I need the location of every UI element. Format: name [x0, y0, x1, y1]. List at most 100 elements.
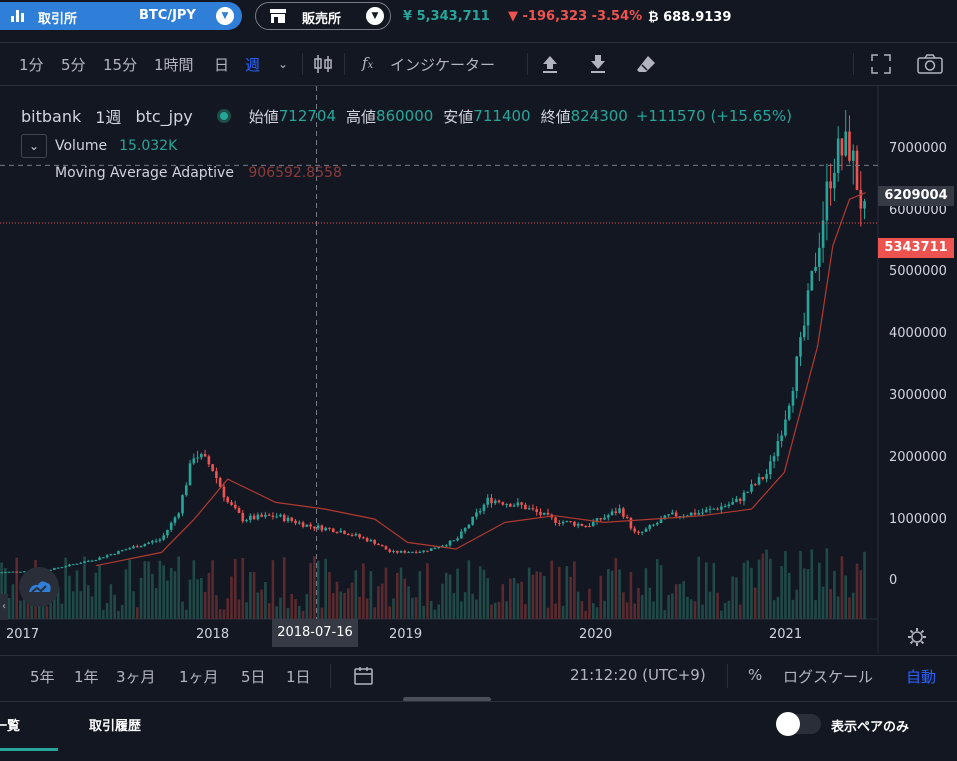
volume-bar: [844, 575, 848, 619]
tradingview-logo-icon[interactable]: [19, 567, 59, 607]
volume-bar: [799, 551, 802, 619]
volume-bar: [429, 600, 433, 619]
candle: [264, 511, 267, 519]
range-1d[interactable]: 1日: [286, 668, 311, 686]
chevron-down-icon[interactable]: ⌄: [21, 134, 47, 158]
range-1y[interactable]: 1年: [74, 668, 99, 686]
volume-bar: [346, 588, 350, 619]
candle: [520, 501, 523, 509]
interval-day[interactable]: 日: [214, 56, 230, 74]
range-5d[interactable]: 5日: [241, 668, 266, 686]
chevron-down-icon[interactable]: ▼: [216, 7, 234, 25]
camera-icon[interactable]: [917, 53, 943, 75]
candle: [158, 537, 162, 543]
interval-1h[interactable]: 1時間: [154, 56, 194, 74]
volume-bar: [56, 586, 60, 619]
volume-bar: [674, 584, 678, 619]
volume-bar: [256, 592, 260, 619]
volume-bar: [667, 594, 670, 619]
candle: [90, 559, 94, 562]
price-tick: 3000000: [889, 388, 947, 403]
volume-bar: [365, 598, 369, 619]
display-pair-toggle[interactable]: [776, 712, 821, 736]
exchange-selector[interactable]: 取引所 BTC/JPY ▼: [0, 2, 242, 30]
volume-bar: [53, 583, 56, 619]
upload-icon[interactable]: [539, 53, 561, 75]
toggle-knob: [776, 712, 800, 736]
volume-bar: [147, 561, 150, 619]
interval-1m[interactable]: 1分: [19, 56, 44, 74]
candle: [591, 518, 595, 527]
interval-week[interactable]: 週: [245, 56, 261, 74]
volume-bar: [162, 565, 165, 619]
volume-bar: [79, 591, 83, 619]
candle: [113, 553, 116, 556]
volume-bar: [448, 574, 452, 619]
candle: [757, 473, 761, 486]
volume-bar: [471, 593, 474, 619]
volume-bar: [426, 563, 429, 619]
volume-bar: [45, 606, 49, 619]
candle: [346, 533, 350, 536]
candles-icon[interactable]: [312, 53, 334, 75]
candle: [818, 232, 821, 282]
auto-scale-toggle[interactable]: 自動: [906, 668, 937, 686]
eraser-icon[interactable]: [635, 53, 657, 75]
volume-bar: [731, 576, 734, 619]
volume-bar: [282, 557, 286, 619]
tab-list[interactable]: 一覧: [0, 719, 21, 734]
divider: [727, 664, 728, 688]
candle: [554, 516, 557, 526]
calendar-icon[interactable]: [353, 666, 375, 686]
range-3m[interactable]: 3ヶ月: [116, 668, 156, 686]
price-chart[interactable]: bitbank 1週 btc_jpy 始値 712704 高値 860000 安値 7…: [0, 86, 957, 653]
candle: [71, 564, 75, 566]
candle: [377, 543, 380, 546]
tab-trade-history[interactable]: 取引履歴: [89, 719, 142, 734]
candle: [761, 476, 765, 481]
volume-bar: [19, 600, 22, 619]
candle: [60, 566, 64, 569]
candle: [422, 550, 425, 554]
price-tick: 2000000: [889, 450, 947, 465]
candle: [463, 527, 467, 534]
volume-bar: [301, 610, 305, 619]
log-scale-toggle[interactable]: ログスケール: [783, 668, 874, 686]
candle: [7, 571, 11, 573]
volume-bar: [286, 608, 290, 619]
chevron-down-icon[interactable]: ▼: [366, 7, 384, 25]
fx-icon[interactable]: fx: [362, 54, 374, 72]
volume-bar: [90, 596, 94, 619]
store-selector[interactable]: 販売所 ▼: [255, 2, 391, 30]
candle: [799, 331, 802, 367]
gear-icon[interactable]: [907, 627, 927, 647]
resize-handle[interactable]: [403, 697, 491, 702]
chevron-left-icon[interactable]: ‹: [0, 594, 8, 620]
candle: [584, 525, 587, 528]
interval-5m[interactable]: 5分: [61, 56, 86, 74]
candle: [320, 524, 324, 533]
candle: [286, 515, 290, 523]
candle: [426, 550, 429, 553]
volume-bar: [840, 556, 844, 619]
volume-bar: [520, 581, 523, 619]
candle: [814, 252, 817, 273]
volume-bar: [260, 589, 263, 619]
range-5y[interactable]: 5年: [30, 668, 55, 686]
clock-time[interactable]: 21:12:20 (UTC+9): [570, 666, 706, 684]
percent-toggle[interactable]: %: [748, 666, 763, 684]
candle: [448, 540, 452, 548]
download-icon[interactable]: [587, 53, 609, 75]
candle: [614, 507, 618, 516]
candle: [403, 549, 407, 554]
candle: [75, 563, 79, 565]
fullscreen-icon[interactable]: [870, 53, 892, 75]
interval-15m[interactable]: 15分: [103, 56, 138, 74]
chevron-down-icon[interactable]: ⌄: [278, 57, 289, 71]
range-1m[interactable]: 1ヶ月: [179, 668, 219, 686]
indicators-button[interactable]: インジケーター: [390, 56, 496, 74]
volume-bar: [723, 602, 727, 619]
btc-amount: 688.9139: [663, 10, 732, 25]
candle: [682, 513, 685, 519]
volume-bar: [618, 569, 621, 619]
